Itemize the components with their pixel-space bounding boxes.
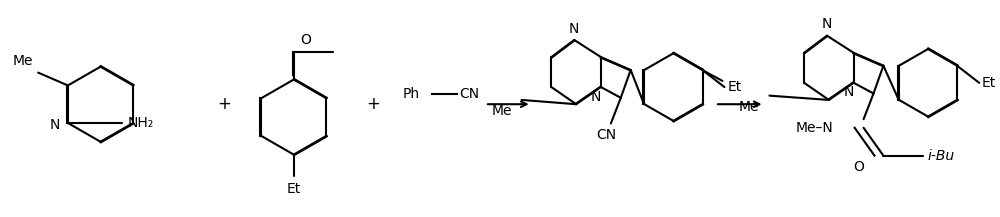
Text: Et: Et bbox=[982, 76, 996, 90]
Text: +: + bbox=[366, 95, 380, 113]
Text: O: O bbox=[300, 33, 311, 48]
Text: Me–N: Me–N bbox=[796, 121, 834, 135]
Text: N: N bbox=[569, 22, 579, 36]
Text: Et: Et bbox=[287, 182, 301, 196]
Text: NH₂: NH₂ bbox=[127, 116, 154, 130]
Text: O: O bbox=[853, 160, 864, 174]
Text: Me: Me bbox=[13, 54, 34, 68]
Text: i-Bu: i-Bu bbox=[928, 149, 955, 163]
Text: Et: Et bbox=[727, 80, 742, 94]
Text: N: N bbox=[822, 17, 832, 31]
Text: N: N bbox=[844, 85, 854, 99]
Text: Me: Me bbox=[739, 100, 760, 114]
Text: Me: Me bbox=[491, 104, 512, 118]
Text: CN: CN bbox=[596, 128, 616, 142]
Text: +: + bbox=[217, 95, 231, 113]
Text: Ph: Ph bbox=[403, 87, 420, 100]
Text: N: N bbox=[50, 118, 60, 132]
Text: N: N bbox=[591, 90, 601, 104]
Text: CN: CN bbox=[459, 87, 479, 100]
